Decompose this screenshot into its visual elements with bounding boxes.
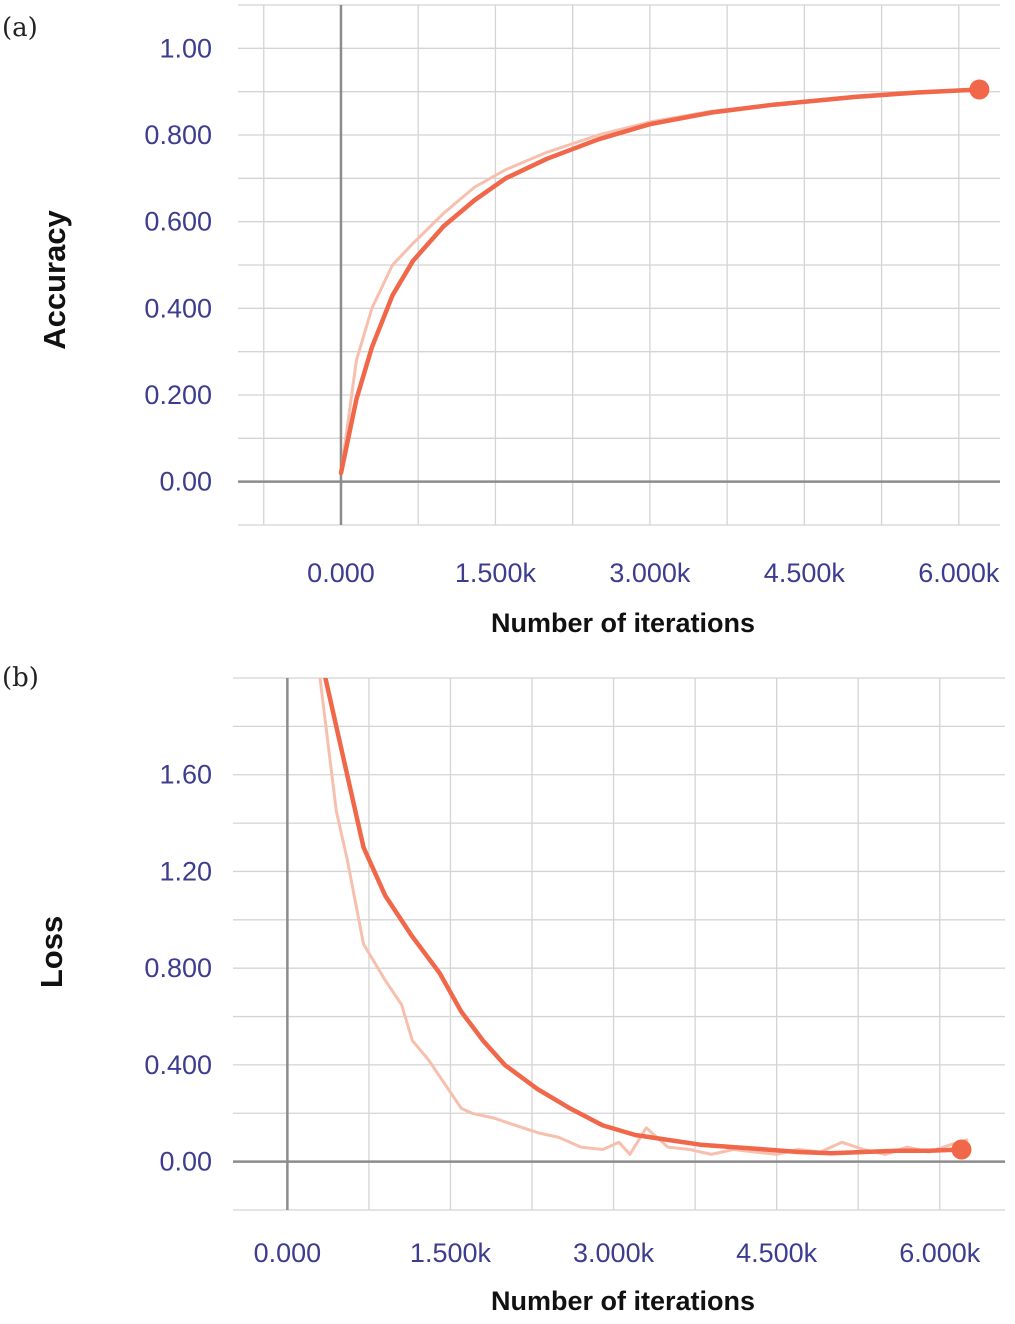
- accuracy-x-tick-label: 0.000: [307, 558, 375, 588]
- accuracy-grid: [238, 4, 1000, 526]
- accuracy-x-axis-title: Number of iterations: [491, 608, 755, 638]
- loss-x-tick-label: 3.000k: [573, 1238, 655, 1268]
- accuracy-smoothed-line: [338, 87, 982, 476]
- loss-grid: [233, 677, 1005, 1211]
- accuracy-raw-line: [339, 88, 981, 475]
- loss-raw-line: [318, 678, 969, 1156]
- loss-x-tick-label: 4.500k: [736, 1238, 818, 1268]
- accuracy-series: [338, 79, 990, 476]
- loss-y-tick-label: 1.60: [159, 760, 212, 790]
- accuracy-x-ticks: 0.000 1.500k 3.000k 4.500k 6.000k: [307, 558, 1000, 588]
- loss-x-tick-label: 6.000k: [899, 1238, 981, 1268]
- loss-y-tick-label: 0.00: [159, 1147, 212, 1177]
- accuracy-y-axis-title: Accuracy: [37, 209, 72, 349]
- loss-x-ticks: 0.000 1.500k 3.000k 4.500k 6.000k: [254, 1238, 981, 1268]
- loss-y-tick-label: 0.800: [144, 953, 212, 983]
- accuracy-y-tick-label: 0.200: [144, 380, 212, 410]
- accuracy-y-tick-label: 0.400: [144, 293, 212, 323]
- accuracy-x-tick-label: 3.000k: [609, 558, 691, 588]
- loss-series: [318, 678, 972, 1160]
- loss-y-ticks: 0.00 0.400 0.800 1.20 1.60: [144, 760, 212, 1177]
- loss-smoothed-line: [323, 678, 964, 1156]
- accuracy-x-tick-label: 6.000k: [918, 558, 1000, 588]
- loss-chart: (b) 0.000 1.500k 3.000k 4.500k 6.000k 0.000.…: [2, 663, 1005, 1316]
- loss-x-tick-label: 0.000: [254, 1238, 322, 1268]
- accuracy-y-ticks: 0.00 0.200 0.400 0.600 0.800 1.00: [144, 33, 212, 496]
- loss-x-tick-label: 1.500k: [410, 1238, 492, 1268]
- accuracy-last-point-marker: [969, 79, 990, 100]
- accuracy-x-tick-label: 1.500k: [455, 558, 537, 588]
- accuracy-y-tick-label: 1.00: [159, 33, 212, 63]
- accuracy-y-tick-label: 0.800: [144, 120, 212, 150]
- accuracy-x-tick-label: 4.500k: [764, 558, 846, 588]
- panel-label-a: (a): [2, 13, 38, 43]
- accuracy-y-tick-label: 0.600: [144, 207, 212, 237]
- loss-y-axis-title: Loss: [34, 916, 69, 988]
- accuracy-chart: (a) 0.000 1.500k 3.000k 4.500k 6.000k 0.000.…: [2, 4, 1000, 638]
- panel-label-b: (b): [2, 663, 39, 693]
- loss-y-tick-label: 0.400: [144, 1050, 212, 1080]
- loss-y-tick-label: 1.20: [159, 856, 212, 886]
- accuracy-y-tick-label: 0.00: [159, 467, 212, 497]
- loss-x-axis-title: Number of iterations: [491, 1286, 755, 1316]
- loss-last-point-marker: [951, 1139, 972, 1160]
